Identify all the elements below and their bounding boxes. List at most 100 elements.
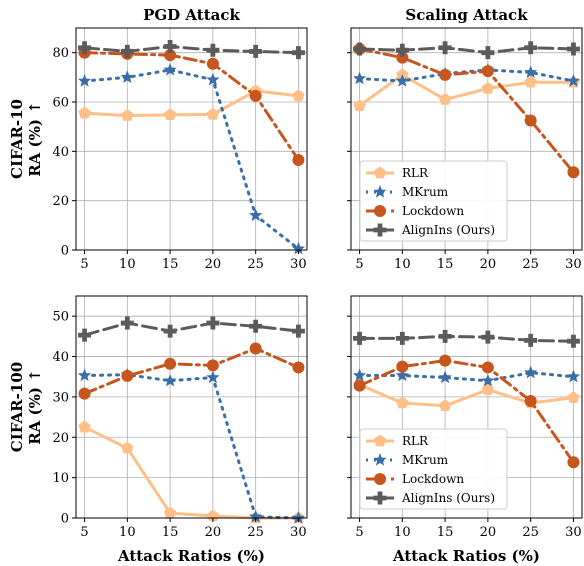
legend-label: Lockdown bbox=[402, 472, 464, 486]
series-lockdown bbox=[353, 354, 580, 469]
chart-panel-4: 5 10 15 20 25 30 Attack Ratios (%) RLR MKrum Lock… bbox=[347, 295, 583, 565]
series-line bbox=[358, 334, 575, 343]
legend-item: AlignIns (Ours) bbox=[366, 491, 495, 505]
data-point bbox=[163, 373, 177, 387]
data-point bbox=[481, 330, 495, 344]
data-point bbox=[78, 420, 91, 433]
data-point bbox=[291, 241, 306, 255]
chart-panel-1: 5 10 15 20 25 30 0 20 40 60 80 PGD Attack CIFAR-10 RA… bbox=[8, 6, 308, 272]
data-point bbox=[163, 40, 177, 53]
legend-item: AlignIns (Ours) bbox=[366, 223, 495, 237]
y-tick-label: 10 bbox=[52, 471, 69, 486]
plot-frame bbox=[75, 295, 308, 519]
data-point bbox=[206, 72, 220, 86]
x-tick-label: 30 bbox=[565, 257, 582, 272]
x-tick-label: 25 bbox=[522, 525, 539, 540]
data-point bbox=[396, 396, 409, 409]
data-point bbox=[566, 74, 581, 87]
y-tick-label: 80 bbox=[52, 46, 69, 61]
data-point bbox=[163, 62, 177, 76]
x-tick-label: 20 bbox=[480, 257, 497, 272]
series-line bbox=[83, 51, 300, 162]
x-tick-label: 10 bbox=[394, 257, 411, 272]
data-point bbox=[353, 379, 366, 392]
x-tick-label: 15 bbox=[437, 257, 454, 272]
data-point bbox=[524, 75, 537, 88]
legend-item: Lockdown bbox=[366, 204, 464, 218]
data-point bbox=[249, 44, 263, 58]
data-point bbox=[438, 41, 452, 55]
data-point bbox=[121, 109, 134, 121]
series-line bbox=[83, 425, 300, 520]
data-point bbox=[164, 49, 177, 62]
data-point bbox=[292, 153, 305, 166]
data-point bbox=[353, 99, 366, 111]
data-point bbox=[439, 354, 452, 367]
legend-marker bbox=[374, 205, 386, 217]
series-line bbox=[358, 68, 575, 83]
y-tick-label: 40 bbox=[52, 145, 69, 160]
legend-item: Lockdown bbox=[366, 472, 464, 486]
x-tick-label: 20 bbox=[480, 525, 497, 540]
data-point bbox=[77, 74, 92, 87]
plot-frame bbox=[350, 27, 583, 251]
series-line bbox=[83, 68, 300, 251]
row-label-dataset: CIFAR-10 bbox=[8, 99, 26, 179]
data-point bbox=[163, 324, 177, 338]
legend: RLR MKrum Lockdown AlignIns (Ours) bbox=[359, 160, 508, 242]
legend-marker bbox=[373, 491, 387, 505]
series-line bbox=[358, 383, 575, 408]
data-point bbox=[206, 43, 220, 57]
legend-box bbox=[359, 428, 508, 510]
legend-label: AlignIns (Ours) bbox=[401, 223, 495, 237]
series-line bbox=[83, 373, 300, 520]
y-tick-label: 20 bbox=[52, 431, 69, 446]
series-rlr bbox=[78, 420, 305, 524]
data-point bbox=[438, 329, 452, 343]
y-tick-label: 50 bbox=[52, 310, 69, 325]
data-point bbox=[481, 65, 494, 78]
chart-panel-2: 5 10 15 20 25 30 Scaling Attack RLR MKrum Lockdow… bbox=[347, 6, 583, 272]
data-point bbox=[481, 373, 495, 387]
data-point bbox=[524, 65, 538, 79]
data-point bbox=[524, 365, 538, 379]
series-line bbox=[83, 89, 300, 118]
legend-item: MKrum bbox=[366, 185, 449, 199]
y-tick-label: 40 bbox=[52, 350, 69, 365]
legend-item: RLR bbox=[366, 166, 429, 180]
x-tick-label: 25 bbox=[247, 525, 264, 540]
data-point bbox=[439, 68, 452, 81]
data-point bbox=[352, 71, 367, 85]
data-point bbox=[524, 394, 537, 407]
data-point bbox=[249, 342, 262, 355]
legend-marker bbox=[373, 453, 387, 466]
x-axis-label: Attack Ratios (%) bbox=[117, 547, 265, 565]
series-rlr bbox=[353, 378, 580, 412]
data-point bbox=[163, 506, 177, 519]
legend-label: MKrum bbox=[402, 453, 449, 467]
series-rlr bbox=[78, 84, 305, 121]
data-point bbox=[206, 316, 220, 330]
legend-marker bbox=[373, 185, 387, 198]
data-point bbox=[206, 107, 220, 120]
data-point bbox=[78, 328, 92, 342]
series-alignins-ours bbox=[353, 41, 580, 60]
series-line bbox=[83, 45, 300, 55]
series-lockdown bbox=[78, 342, 305, 400]
data-point bbox=[249, 509, 263, 523]
series-line bbox=[83, 321, 300, 337]
x-tick-label: 5 bbox=[355, 525, 363, 540]
series-mkrum bbox=[352, 365, 581, 387]
chart-title: PGD Attack bbox=[143, 6, 240, 24]
data-point bbox=[395, 331, 409, 345]
plot-frame bbox=[75, 27, 308, 251]
data-point bbox=[120, 44, 134, 58]
legend-box bbox=[359, 160, 508, 242]
legend: RLR MKrum Lockdown AlignIns (Ours) bbox=[359, 428, 508, 510]
series-line bbox=[358, 359, 575, 464]
data-point bbox=[78, 41, 92, 55]
series-line bbox=[358, 73, 575, 108]
data-point bbox=[120, 316, 134, 330]
data-point bbox=[566, 42, 580, 56]
data-point bbox=[78, 106, 91, 119]
